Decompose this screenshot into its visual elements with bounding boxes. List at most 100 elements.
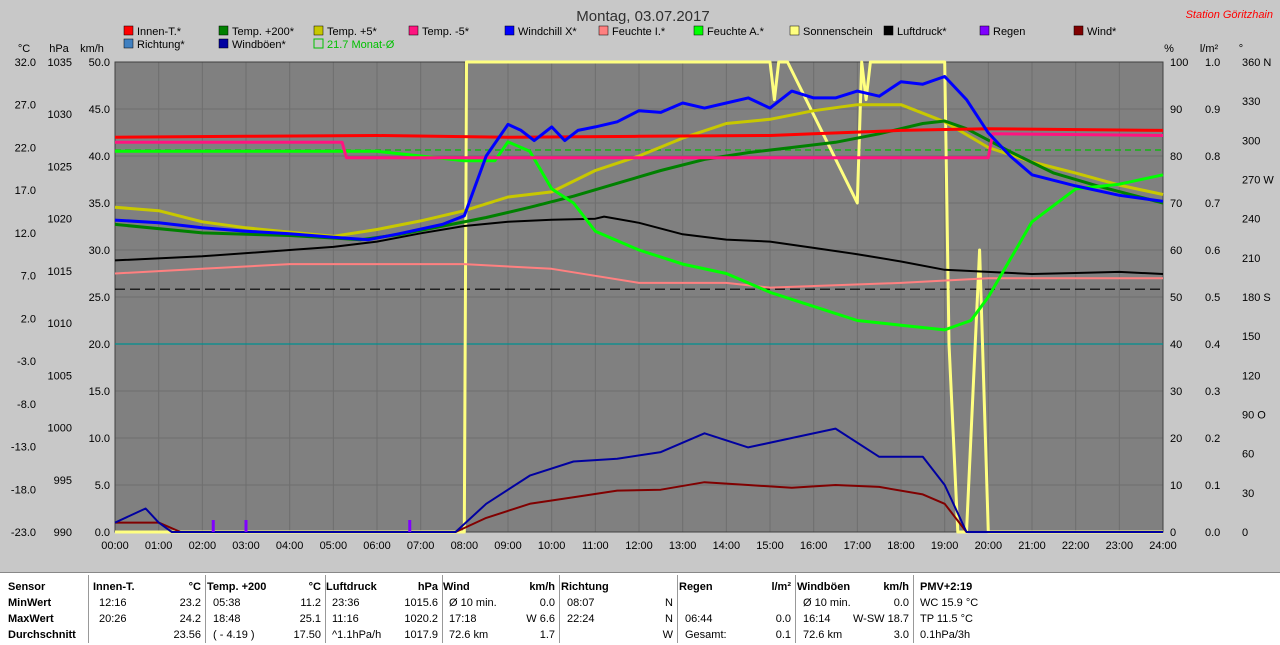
legend-swatch-temp-200 bbox=[218, 25, 229, 36]
pressure-axis-unit: hPa bbox=[49, 43, 69, 55]
stats-value-druck: 1020.2 bbox=[404, 613, 438, 625]
dir-tick-label: 360 N bbox=[1242, 57, 1271, 69]
chart-title: Montag, 03.07.2017 bbox=[576, 8, 709, 25]
stats-time-druck: 11:16 bbox=[332, 613, 359, 625]
stats-title-wind: Wind bbox=[443, 581, 470, 593]
x-tick-label: 24:00 bbox=[1149, 540, 1177, 552]
pressure-tick-label: 1005 bbox=[48, 370, 72, 382]
stats-time-temp200: ( - 4.19 ) bbox=[213, 629, 255, 641]
stats-title-richtung: Richtung bbox=[561, 581, 609, 593]
stats-title-regen: Regen bbox=[679, 581, 713, 593]
percent-tick-label: 70 bbox=[1170, 198, 1182, 210]
x-tick-label: 18:00 bbox=[887, 540, 915, 552]
stats-unit-druck: hPa bbox=[417, 581, 438, 593]
speed-tick-label: 35.0 bbox=[89, 198, 110, 210]
stats-value-pmv: 0.1hPa/3h bbox=[920, 629, 971, 641]
legend-swatch-feuchte-i bbox=[598, 25, 609, 36]
stats-value-regen: 0.1 bbox=[775, 629, 791, 641]
percent-axis-unit: % bbox=[1164, 43, 1174, 55]
x-tick-label: 04:00 bbox=[276, 540, 304, 552]
legend-swatch-windchill-x bbox=[504, 25, 515, 36]
pressure-tick-label: 1010 bbox=[48, 318, 72, 330]
series-line-windchill-x bbox=[114, 75, 1164, 242]
speed-axis-unit: km/h bbox=[80, 43, 104, 55]
x-tick-label: 21:00 bbox=[1018, 540, 1046, 552]
percent-tick-label: 50 bbox=[1170, 292, 1182, 304]
x-tick-label: 13:00 bbox=[669, 540, 697, 552]
dir-tick-label: 120 bbox=[1242, 370, 1260, 382]
percent-tick-label: 40 bbox=[1170, 339, 1182, 351]
stats-time-richtung: 08:07 bbox=[567, 597, 595, 609]
legend-swatch-richtung bbox=[123, 38, 134, 49]
rain-tick-label: 0.1 bbox=[1205, 480, 1220, 492]
stats-value-innen: 23.56 bbox=[173, 629, 201, 641]
legend-swatch-temp-5 bbox=[408, 25, 419, 36]
percent-tick-label: 0 bbox=[1170, 527, 1176, 539]
legend-swatch-windb-en bbox=[218, 38, 229, 49]
temp-tick-label: 32.0 bbox=[15, 57, 36, 69]
stats-time-druck: 23:36 bbox=[332, 597, 360, 609]
pressure-tick-label: 990 bbox=[54, 527, 72, 539]
legend: Innen-T.* Temp. +200* Temp. +5* Temp. -5* Wi… bbox=[123, 25, 1117, 51]
dir-tick-label: 30 bbox=[1242, 488, 1254, 500]
x-tick-label: 20:00 bbox=[975, 540, 1003, 552]
stats-title-druck: Luftdruck bbox=[326, 581, 377, 593]
speed-tick-label: 20.0 bbox=[89, 339, 110, 351]
pressure-tick-label: 1025 bbox=[48, 161, 72, 173]
dir-tick-label: 210 bbox=[1242, 253, 1260, 265]
x-tick-label: 15:00 bbox=[756, 540, 784, 552]
speed-tick-label: 30.0 bbox=[89, 245, 110, 257]
stats-time-wind: Ø 10 min. bbox=[449, 597, 497, 609]
stats-value-pmv: TP 11.5 °C bbox=[920, 613, 973, 625]
temp-tick-label: -23.0 bbox=[11, 527, 36, 539]
legend-label-temp-200: Temp. +200* bbox=[232, 26, 295, 38]
percent-tick-label: 90 bbox=[1170, 104, 1182, 116]
temp-tick-label: -18.0 bbox=[11, 484, 36, 496]
stats-value-boeen: W-SW 18.7 bbox=[852, 613, 909, 625]
legend-swatch-21-7-monat bbox=[313, 38, 324, 49]
series-line-innen-t bbox=[114, 127, 1164, 139]
x-tick-label: 02:00 bbox=[189, 540, 217, 552]
percent-tick-label: 30 bbox=[1170, 386, 1182, 398]
legend-label-richtung: Richtung* bbox=[137, 39, 185, 51]
legend-label-temp-5: Temp. +5* bbox=[327, 26, 378, 38]
temp-tick-label: -8.0 bbox=[17, 399, 36, 411]
x-tick-label: 07:00 bbox=[407, 540, 435, 552]
series-lines bbox=[114, 60, 1164, 534]
stats-value-wind: 0.0 bbox=[539, 597, 555, 609]
temp-tick-label: -3.0 bbox=[17, 356, 36, 368]
stats-value-boeen: 3.0 bbox=[893, 629, 909, 641]
x-tick-label: 10:00 bbox=[538, 540, 566, 552]
legend-swatch-temp-5 bbox=[313, 25, 324, 36]
x-tick-label: 22:00 bbox=[1062, 540, 1090, 552]
legend-label-luftdruck: Luftdruck* bbox=[897, 26, 947, 38]
rain-tick-label: 0.9 bbox=[1205, 104, 1220, 116]
stats-time-boeen: Ø 10 min. bbox=[803, 597, 851, 609]
stats-max-label: MaxWert bbox=[8, 613, 54, 625]
stats-value-boeen: 0.0 bbox=[893, 597, 909, 609]
x-tick-label: 19:00 bbox=[931, 540, 959, 552]
legend-label-windchill-x: Windchill X* bbox=[518, 26, 577, 38]
stats-unit-wind: km/h bbox=[529, 581, 555, 593]
legend-label-wind: Wind* bbox=[1087, 26, 1117, 38]
legend-label-feuchte-a: Feuchte A.* bbox=[707, 26, 765, 38]
rain-tick-label: 0.4 bbox=[1205, 339, 1220, 351]
stats-unit-innen: °C bbox=[188, 581, 201, 593]
x-tick-label: 16:00 bbox=[800, 540, 828, 552]
x-tick-label: 14:00 bbox=[713, 540, 741, 552]
weather-chart: 00:00 01:00 02:00 03:00 04:00 05:00 06:00 07:00… bbox=[10, 8, 1275, 552]
temp-tick-label: 7.0 bbox=[21, 271, 36, 283]
percent-tick-label: 20 bbox=[1170, 433, 1182, 445]
dir-axis-unit: ° bbox=[1239, 43, 1243, 55]
x-tick-label: 00:00 bbox=[101, 540, 129, 552]
series-line-luftdruck bbox=[114, 215, 1164, 275]
temp-tick-label: 22.0 bbox=[15, 142, 36, 154]
percent-tick-label: 100 bbox=[1170, 57, 1188, 69]
stats-time-temp200: 05:38 bbox=[213, 597, 241, 609]
dir-tick-label: 240 bbox=[1242, 214, 1260, 226]
legend-label-temp-5: Temp. -5* bbox=[422, 26, 470, 38]
stats-value-wind: 1.7 bbox=[539, 629, 555, 641]
legend-label-21-7-monat: 21.7 Monat-Ø bbox=[327, 39, 395, 51]
stats-time-regen: 06:44 bbox=[685, 613, 713, 625]
stats-unit-temp200: °C bbox=[308, 581, 321, 593]
